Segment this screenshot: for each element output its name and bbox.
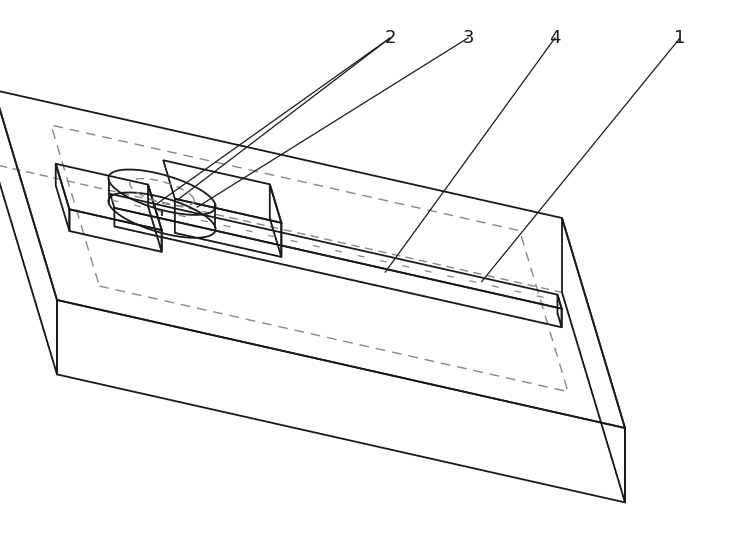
- Text: 2: 2: [384, 29, 396, 47]
- Text: 1: 1: [675, 29, 685, 47]
- Text: 3: 3: [462, 29, 474, 47]
- Text: 4: 4: [549, 29, 561, 47]
